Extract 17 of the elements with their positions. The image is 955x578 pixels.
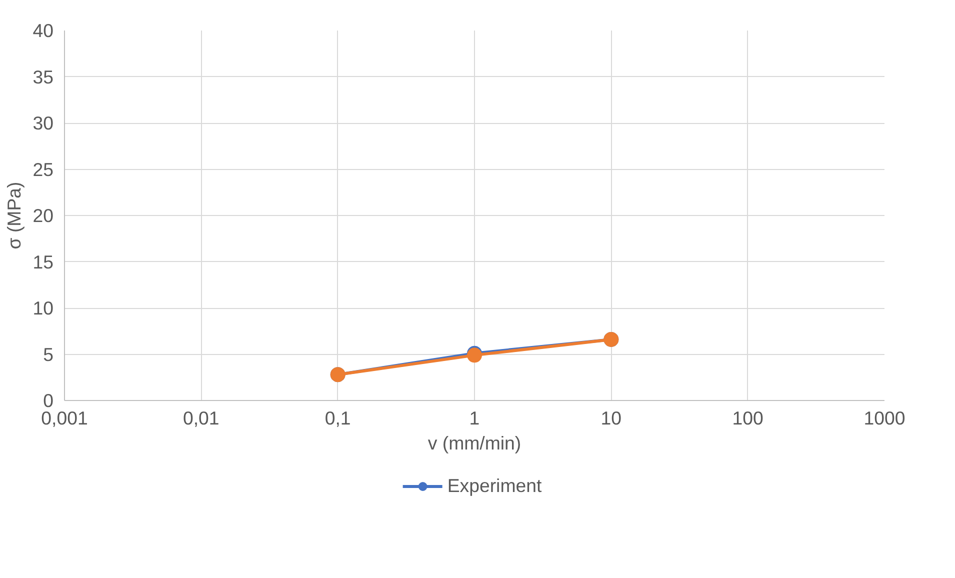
x-tick-label: 1 xyxy=(469,408,480,428)
x-tick-label: 1000 xyxy=(864,408,906,428)
y-tick-label: 10 xyxy=(32,298,54,318)
x-axis-title: v (mm/min) xyxy=(428,432,522,454)
x-tick-label: 100 xyxy=(732,408,764,428)
legend-label: Experiment xyxy=(447,475,542,497)
y-tick-label: 35 xyxy=(32,66,54,88)
x-tick-label: 10 xyxy=(600,408,622,428)
x-tick-label: 0,1 xyxy=(324,408,351,428)
y-tick-label: 25 xyxy=(32,158,54,180)
y-tick-label: 20 xyxy=(32,205,54,226)
y-tick-label: 5 xyxy=(43,344,54,365)
y-tick-label: 40 xyxy=(32,20,54,41)
y-axis-title: σ (MPa) xyxy=(4,182,25,250)
x-tick-label: 0,01 xyxy=(183,408,220,428)
y-tick-label: 15 xyxy=(32,251,54,272)
y-tick-label: 30 xyxy=(32,112,54,134)
